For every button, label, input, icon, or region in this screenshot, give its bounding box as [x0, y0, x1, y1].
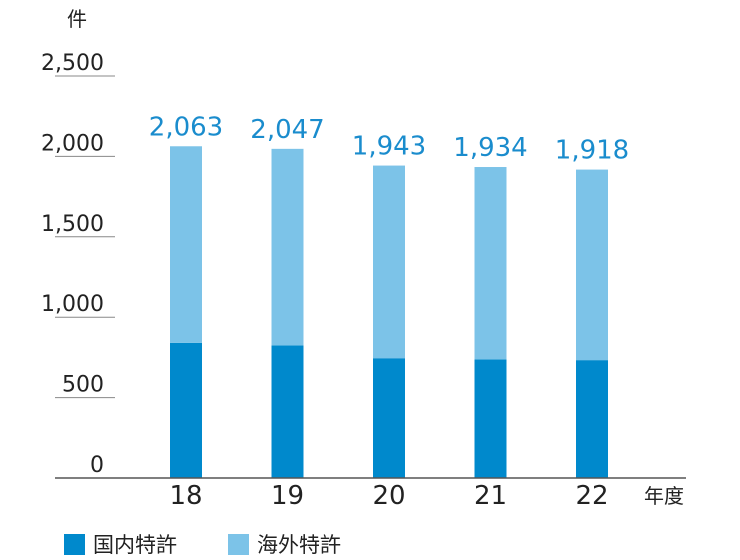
y-tick-label: 1,000 — [41, 292, 104, 317]
total-data-label: 1,934 — [453, 133, 527, 163]
x-axis-ticks: 18 19 20 21 22 — [169, 481, 608, 511]
bars — [170, 146, 608, 478]
x-axis-unit-label: 年度 — [644, 484, 684, 508]
y-axis-unit-label: 件 — [67, 7, 87, 31]
x-tick-label: 20 — [372, 481, 405, 511]
y-tick-label: 500 — [62, 373, 104, 398]
bar-segment-overseas — [271, 148, 304, 346]
bar-segment-domestic — [576, 360, 608, 478]
gridlines — [55, 75, 115, 399]
legend-label-overseas: 海外特許 — [257, 533, 341, 557]
bar-segment-domestic — [170, 342, 202, 478]
total-data-label: 2,063 — [149, 112, 223, 142]
legend-swatch-domestic — [64, 534, 85, 555]
bar-segment-overseas — [576, 169, 608, 361]
total-data-label: 1,918 — [555, 136, 629, 166]
y-tick-label: 2,000 — [41, 131, 104, 156]
legend: 国内特許 海外特許 — [64, 533, 341, 557]
total-data-label: 1,943 — [352, 132, 426, 162]
x-tick-label: 18 — [169, 481, 202, 511]
y-axis-ticks: 0 500 1,000 1,500 2,000 2,500 — [41, 51, 104, 478]
bar-segment-overseas — [474, 167, 507, 360]
bar-segment-domestic — [474, 359, 507, 478]
bar-segment-domestic — [271, 345, 304, 478]
y-tick-label: 0 — [90, 453, 104, 478]
y-tick-label: 2,500 — [41, 51, 104, 76]
bar-segment-overseas — [170, 146, 202, 343]
legend-label-domestic: 国内特許 — [93, 533, 177, 557]
x-tick-label: 19 — [271, 481, 304, 511]
legend-swatch-overseas — [228, 534, 249, 555]
total-labels: 2,063 2,047 1,943 1,934 1,918 — [149, 112, 629, 165]
x-tick-label: 21 — [474, 481, 507, 511]
y-tick-label: 1,500 — [41, 212, 104, 237]
total-data-label: 2,047 — [250, 115, 324, 145]
bar-segment-domestic — [373, 358, 405, 478]
bar-segment-overseas — [373, 165, 405, 359]
x-tick-label: 22 — [575, 481, 608, 511]
